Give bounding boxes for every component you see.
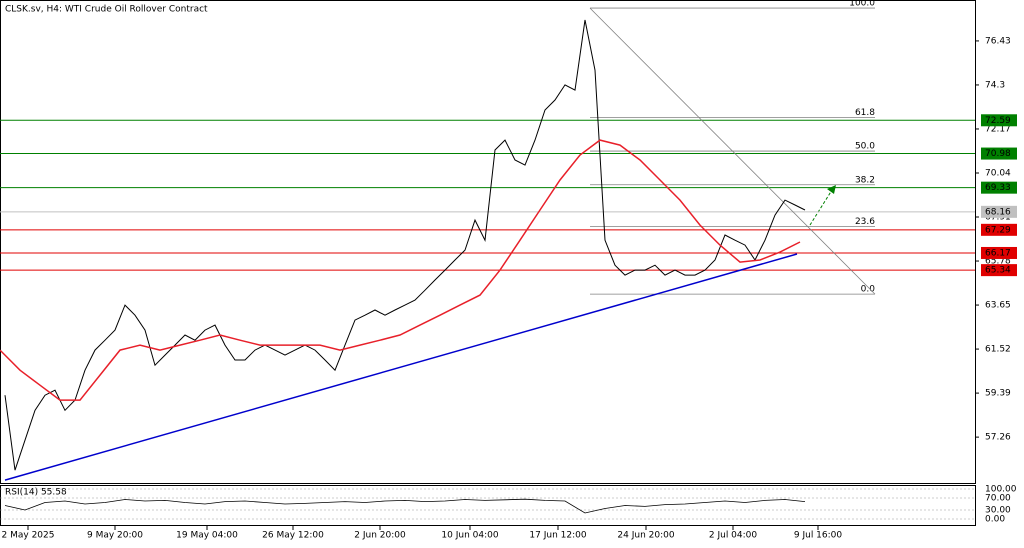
- x-tick-label: 17 Jun 12:00: [529, 531, 586, 541]
- level-tag: [981, 114, 1017, 127]
- rsi-tick-label: 70.00: [985, 494, 1011, 504]
- rsi-panel: [0, 485, 976, 526]
- level-tag: [981, 264, 1017, 277]
- level-label: 67.29: [985, 225, 1011, 235]
- level-tag: [981, 246, 1017, 259]
- fib-label: 100.0: [849, 0, 875, 9]
- fib-label: 50.0: [855, 142, 875, 152]
- x-tick-label: 2 May 2025: [2, 531, 55, 541]
- y-tick-label: 57.26: [985, 433, 1011, 443]
- fib-label: 38.2: [855, 175, 875, 185]
- chart-title: CLSK.sv, H4: WTI Crude Oil Rollover Cont…: [5, 5, 208, 15]
- level-tag: [981, 181, 1017, 194]
- main-panel: [0, 0, 976, 484]
- level-label: 70.98: [985, 149, 1011, 159]
- level-label: 72.59: [985, 116, 1011, 126]
- rsi-title: RSI(14) 55.58: [5, 488, 67, 498]
- level-label: 69.33: [985, 183, 1011, 193]
- rsi-tick-label: 100.00: [985, 485, 1017, 495]
- x-tick-label: 2 Jun 20:00: [354, 531, 406, 541]
- fib-label: 0.0: [861, 285, 876, 295]
- y-tick-label: 63.65: [985, 301, 1011, 311]
- x-tick-label: 2 Jul 04:00: [709, 531, 758, 541]
- y-tick-label: 76.43: [985, 36, 1011, 46]
- rsi-line: [4, 498, 806, 514]
- rsi-tick-label: 0.00: [985, 515, 1005, 525]
- y-tick-label: 72.17: [985, 124, 1011, 134]
- level-label: 66.17: [985, 248, 1011, 258]
- rsi-tick-label: 30.00: [985, 506, 1011, 516]
- y-tick-label: 59.39: [985, 389, 1011, 399]
- fib-label: 23.6: [855, 217, 875, 227]
- y-tick-label: 61.52: [985, 345, 1011, 355]
- arrow: [809, 189, 833, 226]
- series-line: [4, 19, 806, 471]
- x-tick-label: 9 Jul 16:00: [794, 531, 843, 541]
- x-tick-label: 26 May 12:00: [262, 531, 324, 541]
- x-tick-label: 19 May 04:00: [176, 531, 238, 541]
- level-label: 68.16: [985, 207, 1011, 217]
- x-tick-label: 24 Jun 20:00: [617, 531, 674, 541]
- series-line: [0, 139, 801, 401]
- level-tag: [981, 147, 1017, 160]
- fib-label: 61.8: [855, 108, 875, 118]
- level-tag: [981, 205, 1017, 218]
- y-tick-label: 70.04: [985, 168, 1011, 178]
- x-tick-label: 9 May 20:00: [87, 531, 143, 541]
- y-tick-label: 65.78: [985, 257, 1011, 267]
- trendline: [4, 253, 798, 481]
- level-tag: [981, 223, 1017, 236]
- trendline: [589, 7, 876, 295]
- y-tick-label: 74.3: [985, 80, 1005, 90]
- level-label: 65.34: [985, 266, 1011, 276]
- x-tick-label: 10 Jun 04:00: [441, 531, 498, 541]
